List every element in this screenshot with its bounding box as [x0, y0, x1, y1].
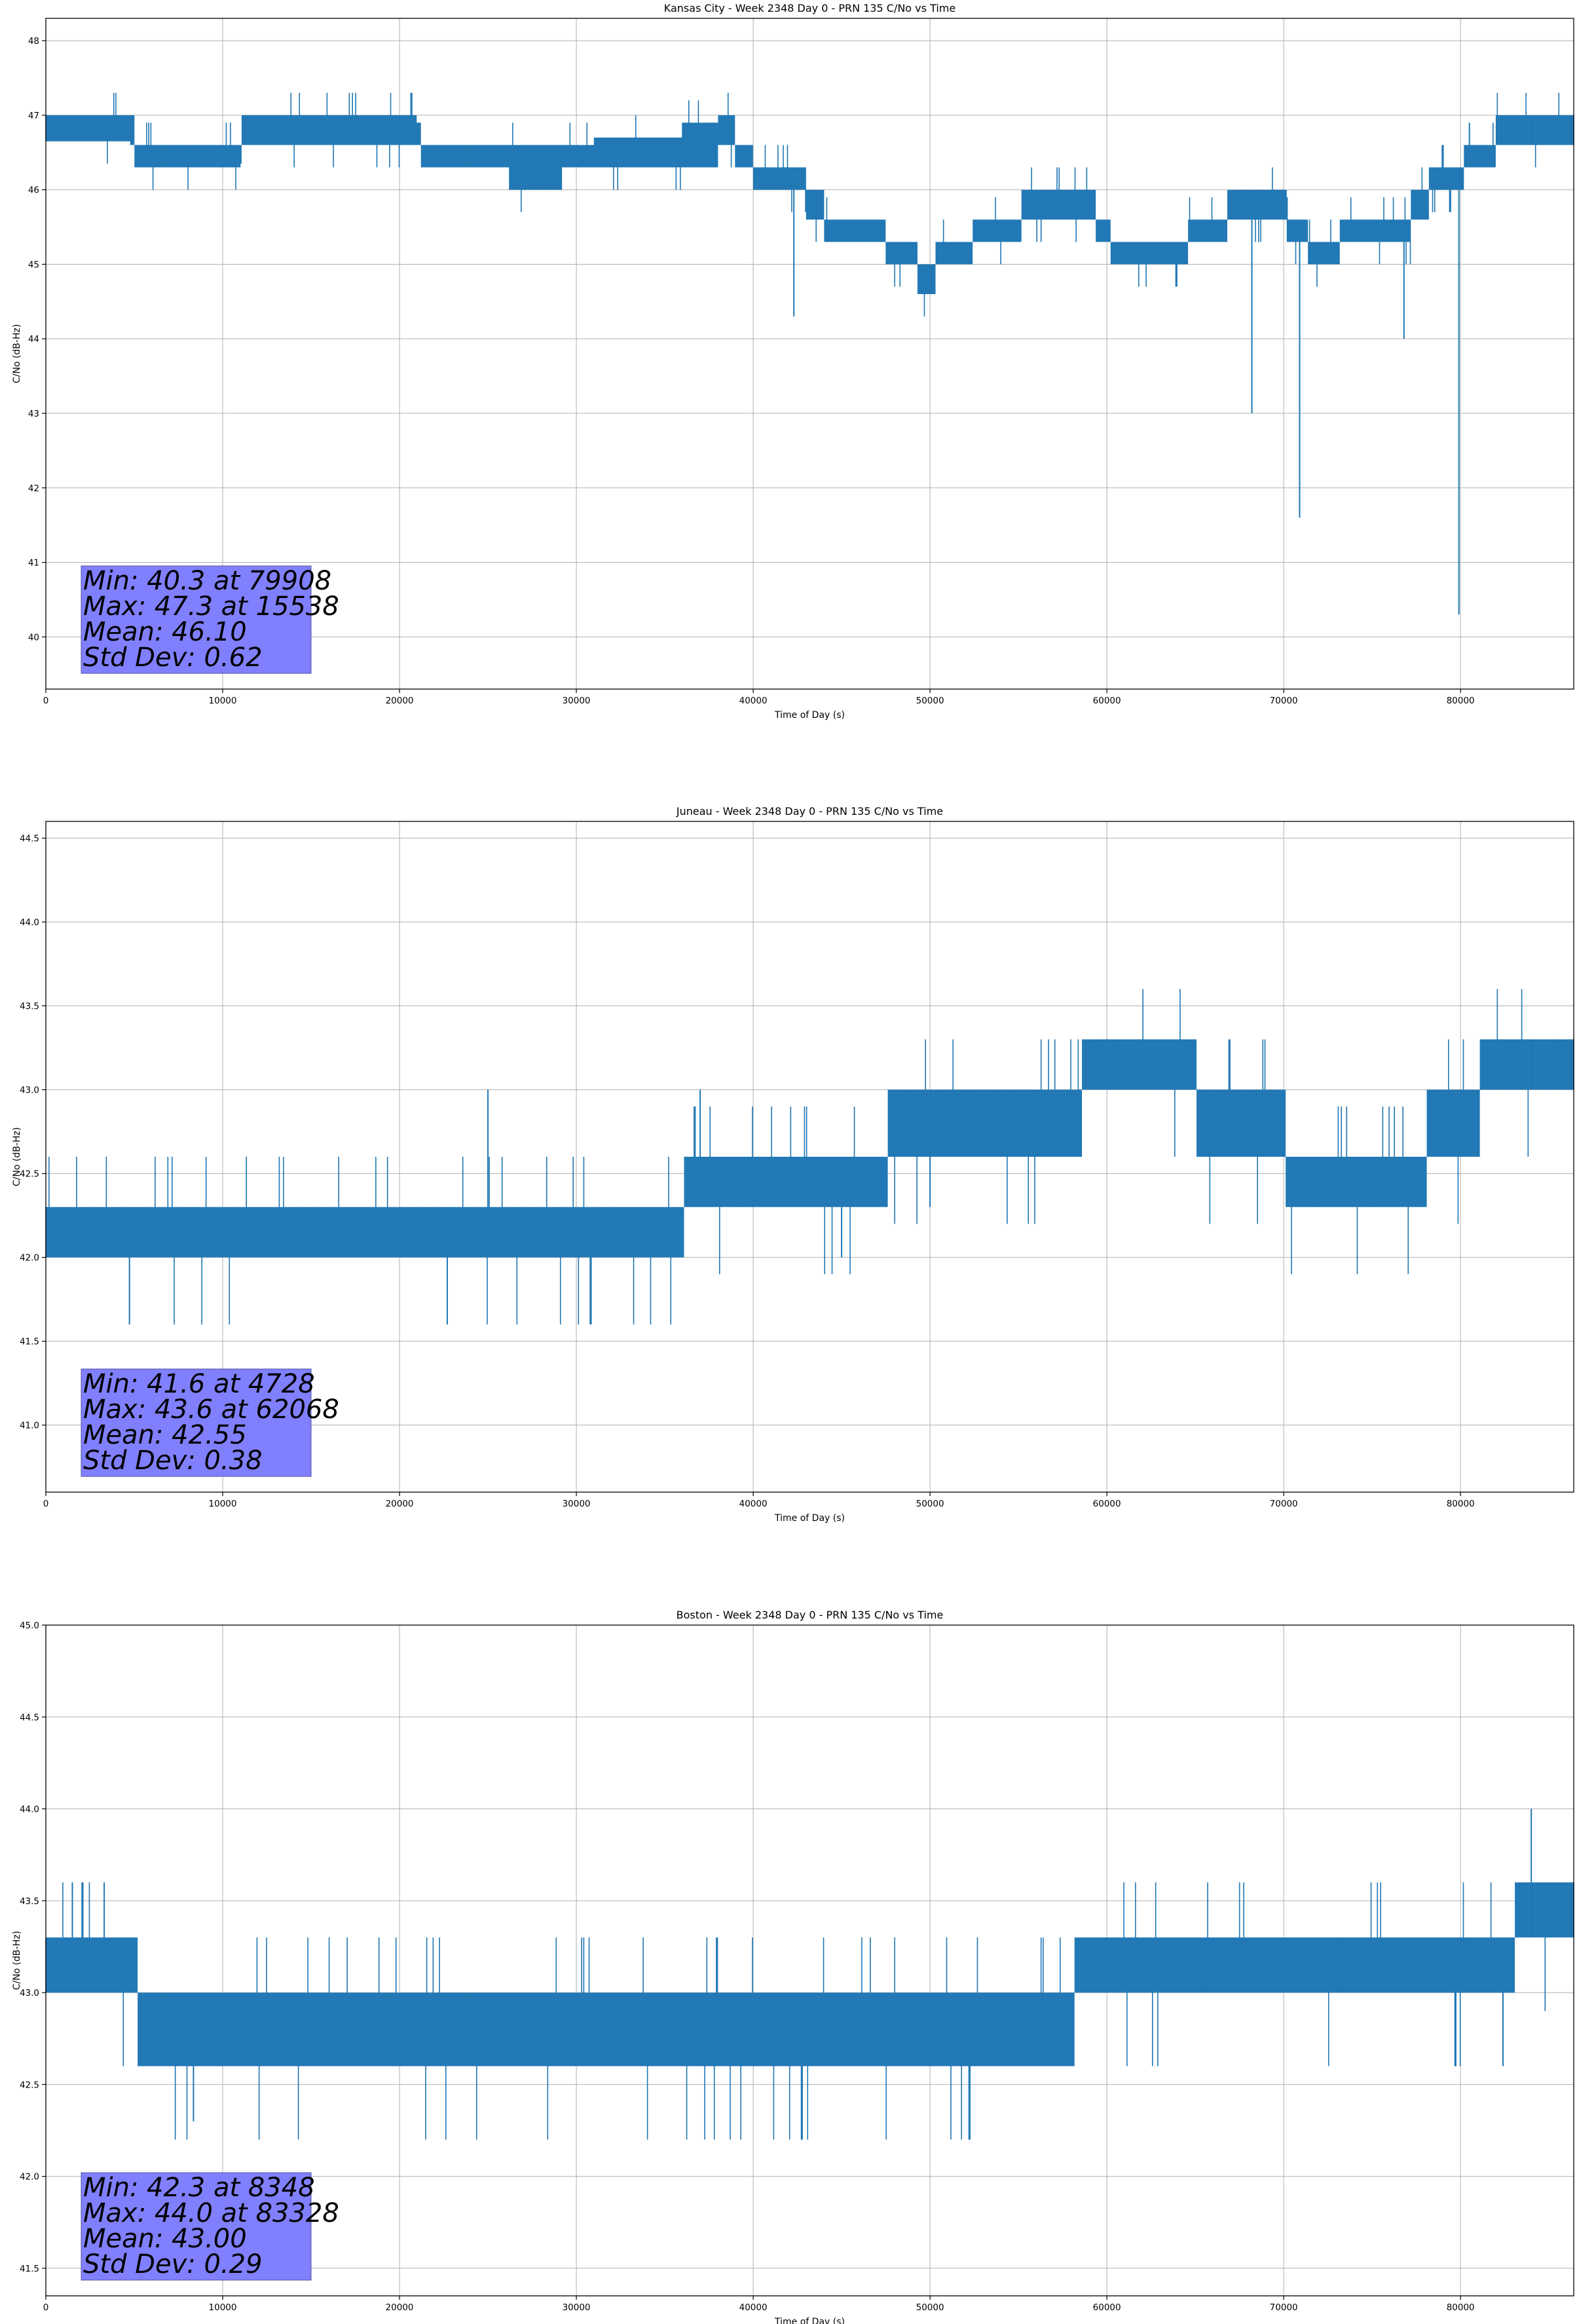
- axes-frame: [45, 1624, 1574, 2296]
- x-tick-label: 10000: [209, 696, 237, 706]
- series-cno: [45, 1809, 1574, 2140]
- x-tick-label: 50000: [916, 2302, 944, 2313]
- stats-std: Std Dev: 0.62: [83, 643, 263, 673]
- y-tick-label: 46: [28, 185, 39, 196]
- x-tick-label: 70000: [1270, 696, 1298, 706]
- x-tick-label: 30000: [563, 2302, 591, 2313]
- y-tick-label: 40: [28, 632, 39, 643]
- stats-max: Max: 47.3 at 15538: [83, 591, 339, 622]
- y-tick-label: 41.5: [20, 1337, 39, 1347]
- x-tick-label: 0: [43, 2302, 49, 2313]
- y-tick-label: 43.0: [20, 1085, 39, 1096]
- x-tick-label: 10000: [209, 1499, 237, 1509]
- chart-title: Kansas City - Week 2348 Day 0 - PRN 135 …: [664, 2, 955, 14]
- y-tick-label: 42: [28, 483, 39, 494]
- x-tick-label: 50000: [916, 1499, 944, 1509]
- stats-min: Min: 40.3 at 79908: [83, 566, 331, 596]
- x-tick-label: 60000: [1093, 1499, 1121, 1509]
- y-tick-label: 45.0: [20, 1621, 39, 1631]
- grid: [45, 1624, 1574, 2296]
- y-tick-label: 48: [28, 36, 39, 47]
- x-tick-label: 10000: [209, 2302, 237, 2313]
- y-tick-label: 42.0: [20, 1253, 39, 1264]
- y-tick-label: 42.5: [20, 1169, 39, 1180]
- y-tick-label: 44.5: [20, 1712, 39, 1723]
- x-tick-label: 20000: [386, 696, 414, 706]
- y-tick-label: 44.0: [20, 918, 39, 928]
- stats-mean: Mean: 42.55: [83, 1420, 247, 1450]
- x-tick-label: 20000: [386, 2302, 414, 2313]
- stats-max: Max: 43.6 at 62068: [83, 1395, 339, 1425]
- y-tick-label: 44.5: [20, 834, 39, 844]
- series-cno: [45, 989, 1574, 1324]
- axes-frame: [45, 821, 1574, 1493]
- x-tick-label: 60000: [1093, 2302, 1121, 2313]
- x-tick-label: 80000: [1447, 1499, 1475, 1509]
- stats-box-background: [81, 565, 312, 674]
- stats-max: Max: 44.0 at 83328: [83, 2198, 339, 2228]
- chart-1: Kansas City - Week 2348 Day 0 - PRN 135 …: [12, 2, 1574, 721]
- x-tick-label: 20000: [386, 1499, 414, 1509]
- y-tick-label: 42.0: [20, 2172, 39, 2183]
- x-tick-label: 80000: [1447, 696, 1475, 706]
- x-axis-label: Time of Day (s): [774, 2317, 845, 2324]
- x-axis-label: Time of Day (s): [774, 710, 845, 721]
- stats-mean: Mean: 43.00: [83, 2224, 247, 2254]
- x-tick-label: 40000: [739, 2302, 768, 2313]
- x-tick-label: 60000: [1093, 696, 1121, 706]
- stats-box-background: [81, 1368, 312, 1477]
- stats-min: Min: 42.3 at 8348: [83, 2173, 315, 2203]
- x-tick-label: 40000: [739, 1499, 768, 1509]
- x-tick-label: 70000: [1270, 2302, 1298, 2313]
- y-tick-label: 47: [28, 111, 39, 121]
- chart-3: Boston - Week 2348 Day 0 - PRN 135 C/No …: [12, 1609, 1574, 2324]
- stats-std: Std Dev: 0.29: [83, 2249, 263, 2279]
- y-axis-label: C/No (dB-Hz): [12, 324, 22, 383]
- chart-title: Juneau - Week 2348 Day 0 - PRN 135 C/No …: [676, 805, 943, 817]
- y-tick-label: 44: [28, 334, 39, 345]
- y-tick-label: 42.5: [20, 2080, 39, 2090]
- x-tick-label: 80000: [1447, 2302, 1475, 2313]
- chart-2: Juneau - Week 2348 Day 0 - PRN 135 C/No …: [12, 805, 1574, 1524]
- x-axis-label: Time of Day (s): [774, 1513, 845, 1524]
- x-tick-label: 40000: [739, 696, 768, 706]
- stats-min: Min: 41.6 at 4728: [83, 1369, 315, 1399]
- x-tick-label: 50000: [916, 696, 944, 706]
- y-axis-label: C/No (dB-Hz): [12, 1127, 22, 1186]
- y-tick-label: 41: [28, 558, 39, 569]
- y-tick-label: 43.0: [20, 1988, 39, 1998]
- x-tick-label: 0: [43, 696, 49, 706]
- y-axis-label: C/No (dB-Hz): [12, 1931, 22, 1990]
- y-tick-label: 43.5: [20, 1002, 39, 1012]
- axes-frame: [45, 18, 1574, 690]
- x-tick-label: 30000: [563, 696, 591, 706]
- y-tick-label: 44.0: [20, 1805, 39, 1815]
- x-tick-label: 0: [43, 1499, 49, 1509]
- x-tick-label: 30000: [563, 1499, 591, 1509]
- y-tick-label: 43.5: [20, 1896, 39, 1907]
- x-tick-label: 70000: [1270, 1499, 1298, 1509]
- y-tick-label: 41.0: [20, 1421, 39, 1431]
- chart-title: Boston - Week 2348 Day 0 - PRN 135 C/No …: [677, 1609, 944, 1621]
- y-tick-label: 41.5: [20, 2264, 39, 2274]
- stats-std: Std Dev: 0.38: [83, 1446, 263, 1476]
- stats-mean: Mean: 46.10: [83, 617, 247, 647]
- y-tick-label: 43: [28, 409, 39, 419]
- stats-box-background: [81, 2172, 312, 2281]
- y-tick-label: 45: [28, 259, 39, 270]
